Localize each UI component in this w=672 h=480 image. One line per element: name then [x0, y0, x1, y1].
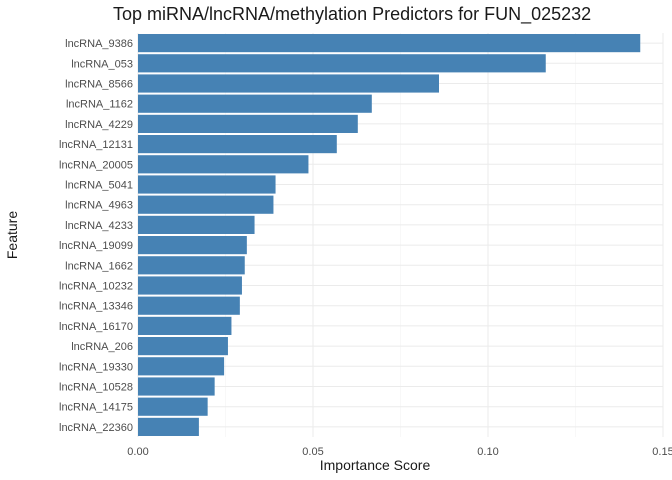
bar-lncRNA_1662: [138, 256, 245, 275]
bar-lncRNA_10232: [138, 276, 242, 295]
y-tick-label: lncRNA_10232: [59, 281, 133, 293]
y-tick-label: lncRNA_9386: [65, 38, 133, 50]
y-axis-title: Feature: [4, 211, 20, 259]
x-tick-label: 0.10: [477, 446, 498, 458]
bar-lncRNA_22360: [138, 417, 199, 436]
y-tick-label: lncRNA_13346: [59, 301, 133, 313]
y-tick-label: lncRNA_16170: [59, 321, 133, 333]
x-tick-label: 0.15: [652, 446, 672, 458]
bar-lncRNA_14175: [138, 397, 208, 416]
bar-lncRNA_5041: [138, 175, 276, 194]
y-tick-label: lncRNA_8566: [65, 79, 133, 91]
bar-lncRNA_10528: [138, 377, 215, 396]
grid: [137, 33, 664, 437]
y-tick-label: lncRNA_053: [71, 58, 133, 70]
bar-lncRNA_9386: [138, 34, 641, 53]
x-tick-labels: 0.00 0.05 0.10 0.15: [127, 446, 672, 458]
y-tick-label: lncRNA_19330: [59, 361, 133, 373]
y-tick-label: lncRNA_1162: [66, 99, 133, 111]
bar-lncRNA_206: [138, 337, 228, 356]
bar-lncRNA_4963: [138, 195, 274, 214]
bar-lncRNA_20005: [138, 155, 309, 174]
x-axis-title: Importance Score: [320, 457, 431, 473]
y-tick-label: lncRNA_1662: [65, 260, 133, 272]
bar-lncRNA_12131: [138, 135, 337, 154]
bar-lncRNA_053: [138, 54, 546, 73]
bars: [138, 34, 641, 436]
y-tick-label: lncRNA_22360: [59, 422, 133, 434]
bar-lncRNA_19099: [138, 236, 247, 255]
bar-lncRNA_4233: [138, 215, 255, 234]
chart-title: Top miRNA/lncRNA/methylation Predictors …: [113, 4, 591, 25]
y-tick-label: lncRNA_4963: [65, 200, 133, 212]
y-tick-label: lncRNA_20005: [59, 159, 133, 171]
y-tick-label: lncRNA_206: [71, 341, 133, 353]
bar-lncRNA_16170: [138, 316, 232, 335]
y-tick-label: lncRNA_14175: [59, 402, 133, 414]
y-tick-label: lncRNA_4233: [65, 220, 133, 232]
y-tick-label: lncRNA_10528: [59, 382, 133, 394]
bar-lncRNA_19330: [138, 357, 225, 376]
y-tick-label: lncRNA_4229: [65, 119, 133, 131]
bar-lncRNA_1162: [138, 94, 372, 113]
bar-lncRNA_4229: [138, 114, 358, 133]
bar-lncRNA_8566: [138, 74, 439, 93]
bar-lncRNA_13346: [138, 296, 240, 315]
y-tick-labels: lncRNA_9386 lncRNA_053 lncRNA_8566 lncRNA_1…: [59, 38, 133, 434]
y-tick-label: lncRNA_5041: [65, 180, 133, 192]
x-tick-label: 0.05: [302, 446, 323, 458]
x-tick-label: 0.00: [127, 446, 148, 458]
y-tick-label: lncRNA_12131: [59, 139, 133, 151]
y-tick-label: lncRNA_19099: [59, 240, 133, 252]
